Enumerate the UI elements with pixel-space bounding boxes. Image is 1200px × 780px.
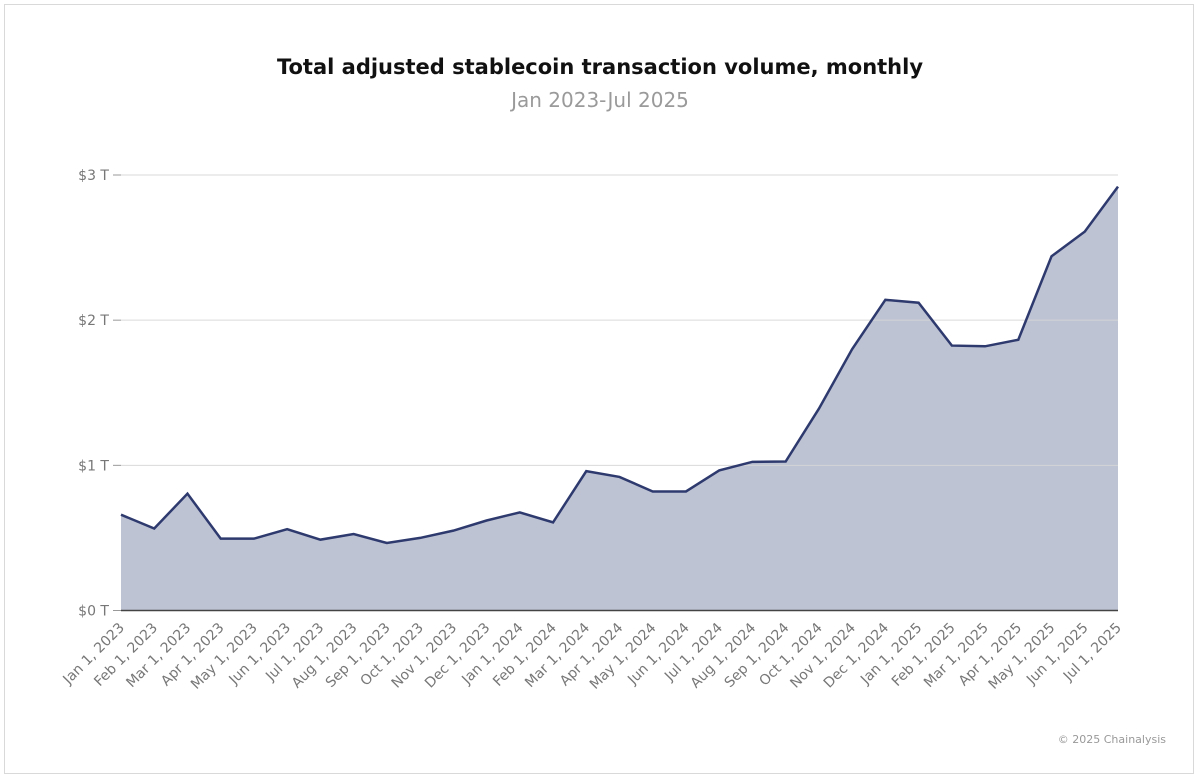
y-tick-label: $1 T — [78, 458, 109, 474]
y-tick-label: $2 T — [78, 313, 109, 329]
area-fill — [121, 186, 1118, 611]
chart-title: Total adjusted stablecoin transaction vo… — [276, 55, 924, 79]
y-tick-label: $0 T — [78, 604, 109, 620]
chart-subtitle: Jan 2023-Jul 2025 — [511, 88, 689, 112]
copyright-credit: © 2025 Chainalysis — [1057, 733, 1166, 746]
y-tick-label: $3 T — [78, 168, 109, 184]
chart-card — [4, 4, 1194, 774]
